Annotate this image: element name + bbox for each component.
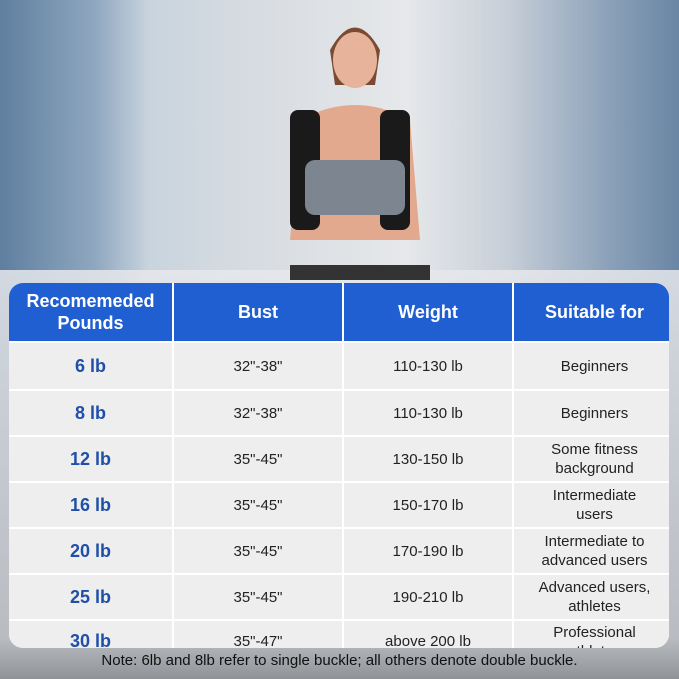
cell-bust: 35"-47" [174, 621, 342, 648]
cell-pounds: 6 lb [9, 343, 172, 389]
cell-pounds: 12 lb [9, 437, 172, 481]
cell-suitable: Intermediate users [514, 483, 669, 527]
cell-pounds: 25 lb [9, 575, 172, 619]
cell-suitable: Professional athletes [514, 621, 669, 648]
cell-pounds: 8 lb [9, 391, 172, 435]
cell-weight: 190-210 lb [344, 575, 512, 619]
note: Note: 6lb and 8lb refer to single buckle… [101, 652, 578, 669]
header-bust: Bust [174, 283, 342, 341]
cell-suitable: Beginners [514, 391, 669, 435]
cell-weight: 110-130 lb [344, 343, 512, 389]
cell-weight: 150-170 lb [344, 483, 512, 527]
cell-weight: 110-130 lb [344, 391, 512, 435]
cell-bust: 32"-38" [174, 343, 342, 389]
cell-bust: 35"-45" [174, 529, 342, 573]
header-weight: Weight [344, 283, 512, 341]
cell-weight: 130-150 lb [344, 437, 512, 481]
size-chart-table: Recomemeded Pounds Bust Weight Suitable … [9, 283, 669, 648]
cell-pounds: 20 lb [9, 529, 172, 573]
cell-pounds: 16 lb [9, 483, 172, 527]
header-pounds: Recomemeded Pounds [9, 283, 172, 341]
cell-pounds: 30 lb [9, 621, 172, 648]
cell-bust: 32"-38" [174, 391, 342, 435]
header-suitable: Suitable for [514, 283, 669, 341]
cell-suitable: Intermediate to advanced users [514, 529, 669, 573]
cell-bust: 35"-45" [174, 483, 342, 527]
cell-bust: 35"-45" [174, 575, 342, 619]
cell-suitable: Beginners [514, 343, 669, 389]
cell-bust: 35"-45" [174, 437, 342, 481]
cell-suitable: Some fitness background [514, 437, 669, 481]
cell-weight: 170-190 lb [344, 529, 512, 573]
runner-illustration [290, 27, 430, 280]
cell-suitable: Advanced users, athletes [514, 575, 669, 619]
cell-weight: above 200 lb [344, 621, 512, 648]
